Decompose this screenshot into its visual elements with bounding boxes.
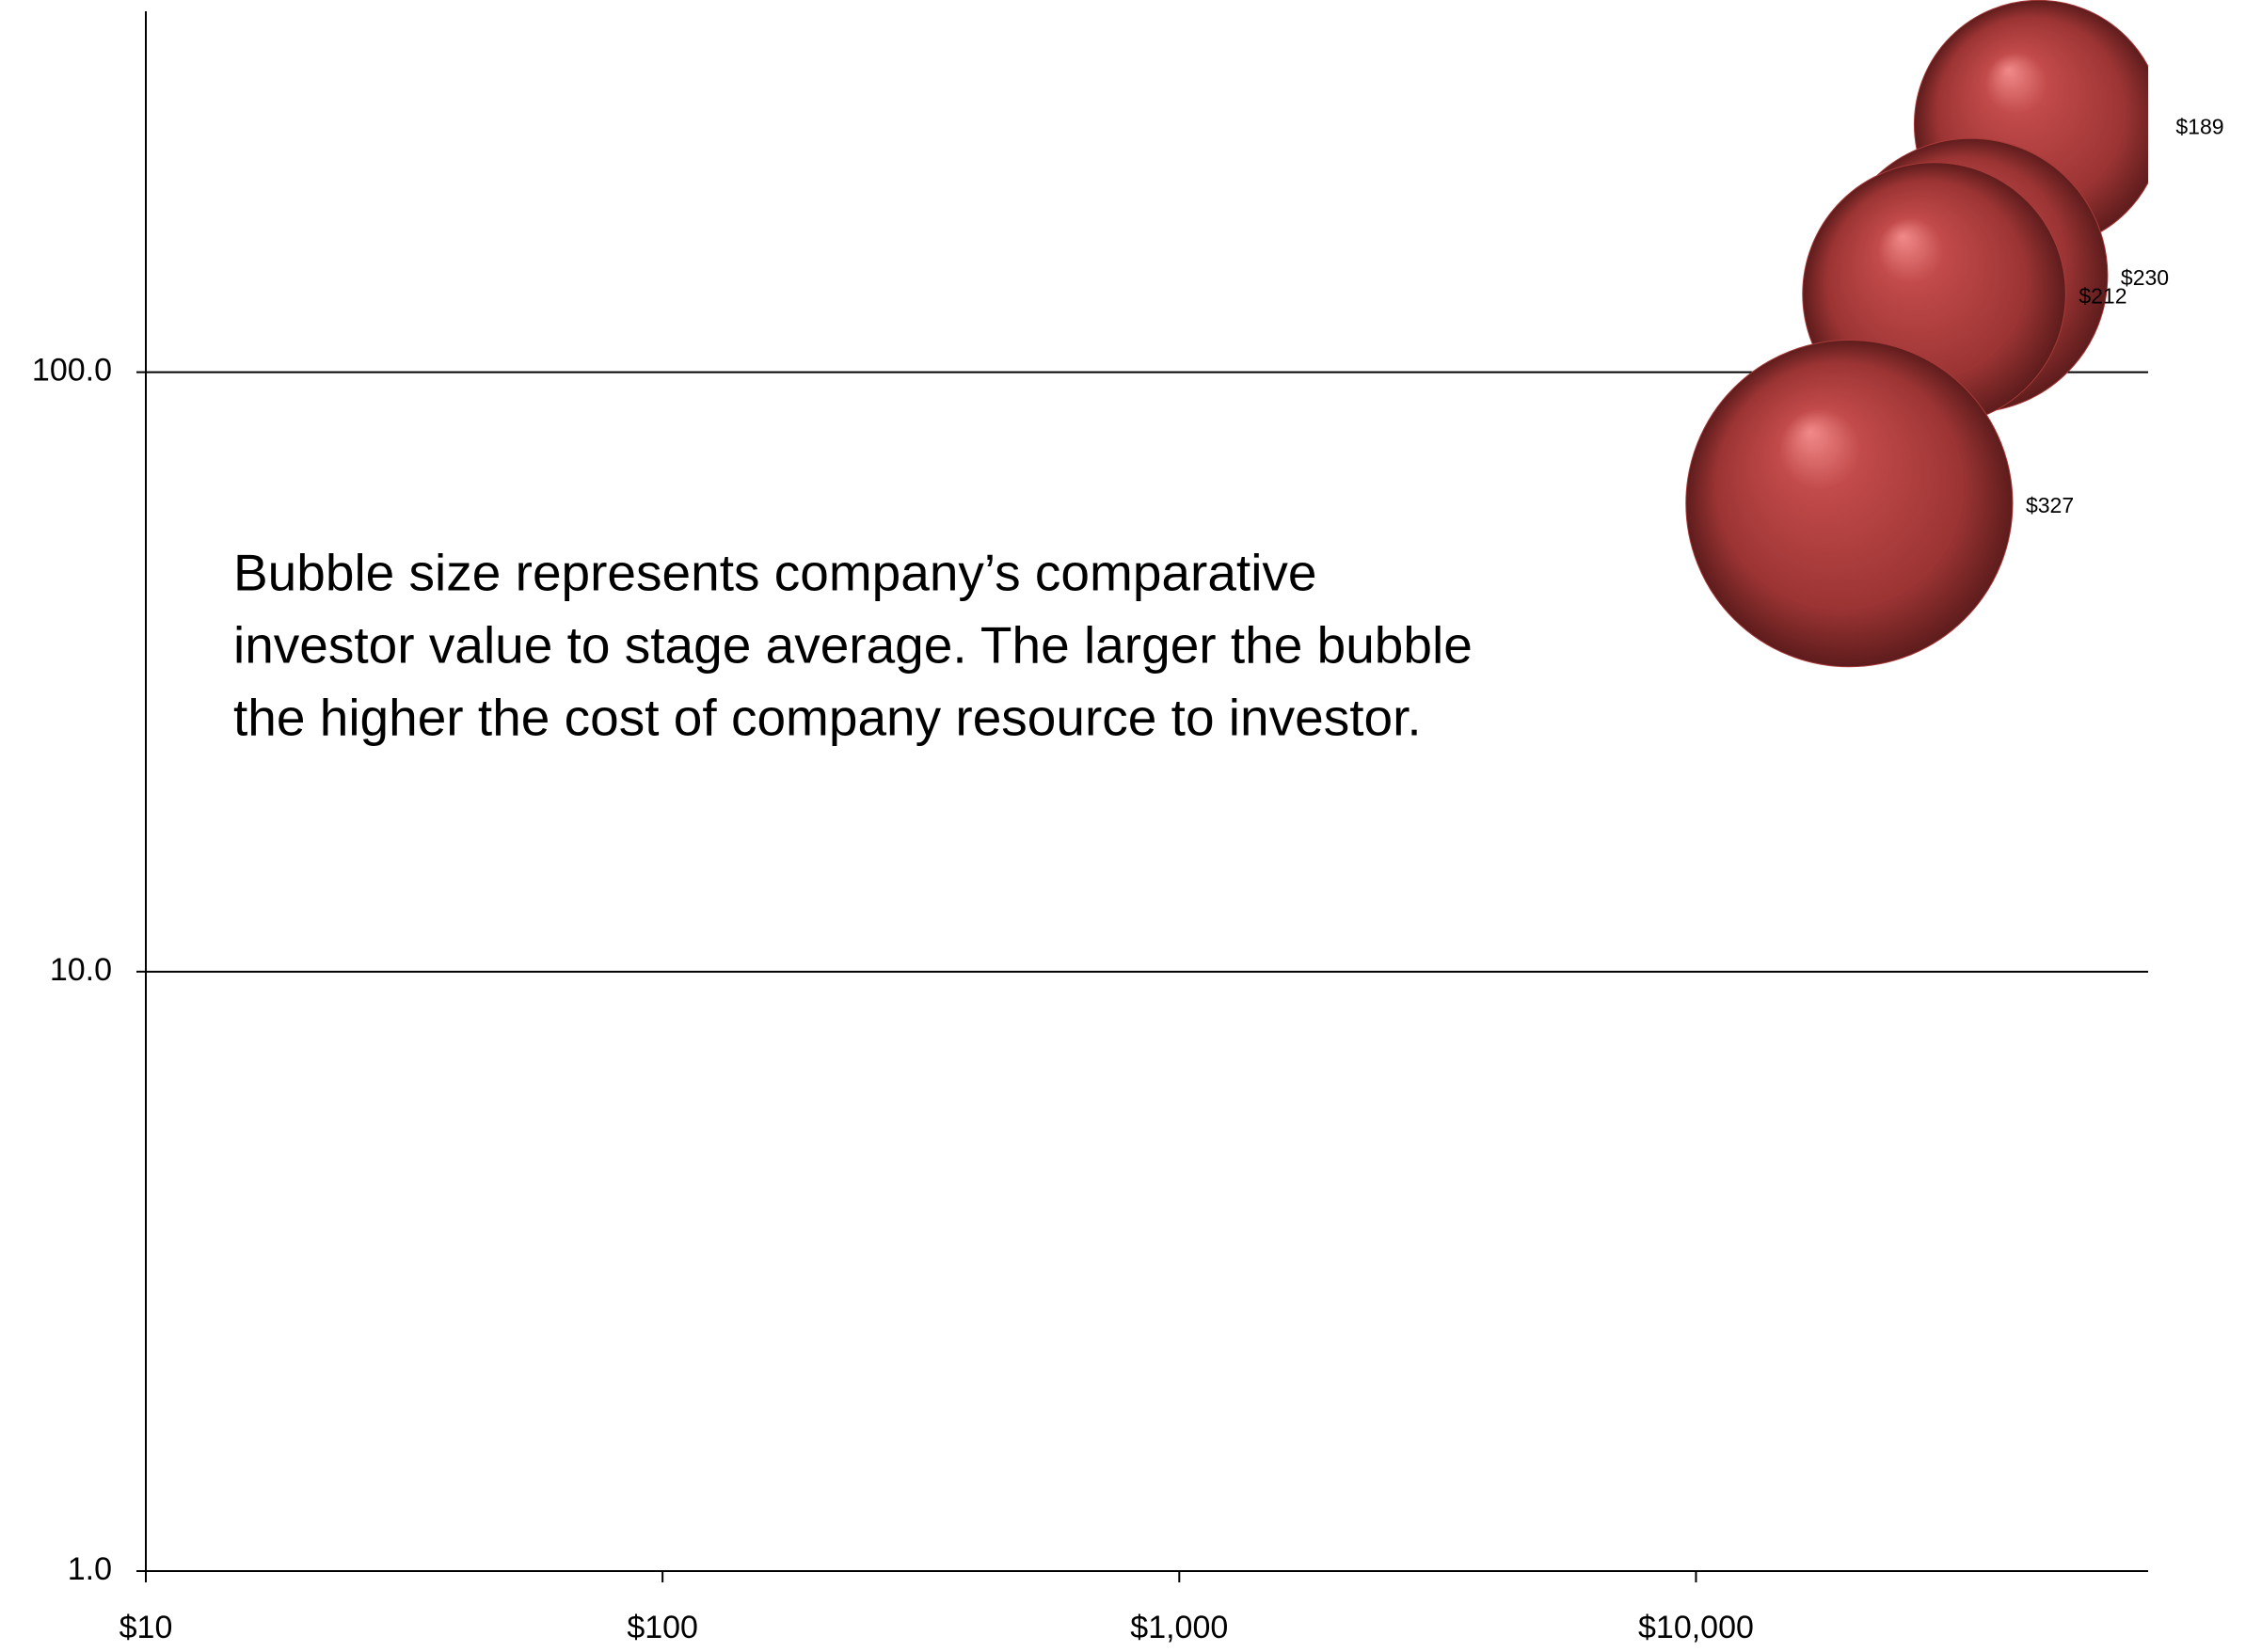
annotation: investor value to stage average. The lar… bbox=[233, 616, 1473, 675]
x-tick-label: $1,000 bbox=[1130, 1610, 1228, 1645]
x-tick-label: $100 bbox=[627, 1610, 698, 1645]
annotation: Bubble size represents company’s compara… bbox=[233, 544, 1317, 602]
x-tick-label: $10 bbox=[119, 1610, 173, 1645]
x-tick-label: $10,000 bbox=[1638, 1610, 1754, 1645]
data-label: $327 bbox=[2026, 493, 2074, 517]
y-tick-label: 10.0 bbox=[50, 952, 112, 988]
data-label: $189 bbox=[2175, 114, 2223, 138]
annotation: the higher the cost of company resource … bbox=[233, 689, 1422, 747]
bubble bbox=[1685, 340, 2014, 668]
data-label: $230 bbox=[2121, 265, 2169, 290]
bubbles bbox=[1685, 0, 2148, 668]
y-tick-label: 100.0 bbox=[32, 353, 112, 389]
y-tick-label: 1.0 bbox=[68, 1551, 112, 1587]
data-label: $212 bbox=[2079, 284, 2127, 309]
